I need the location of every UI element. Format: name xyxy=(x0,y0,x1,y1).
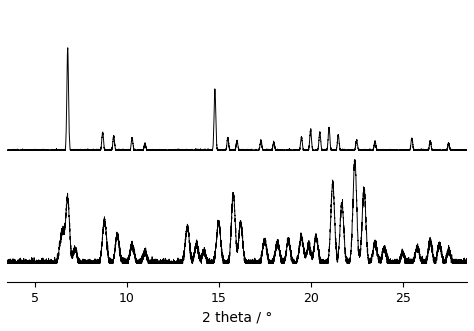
X-axis label: 2 theta / °: 2 theta / ° xyxy=(202,310,272,324)
